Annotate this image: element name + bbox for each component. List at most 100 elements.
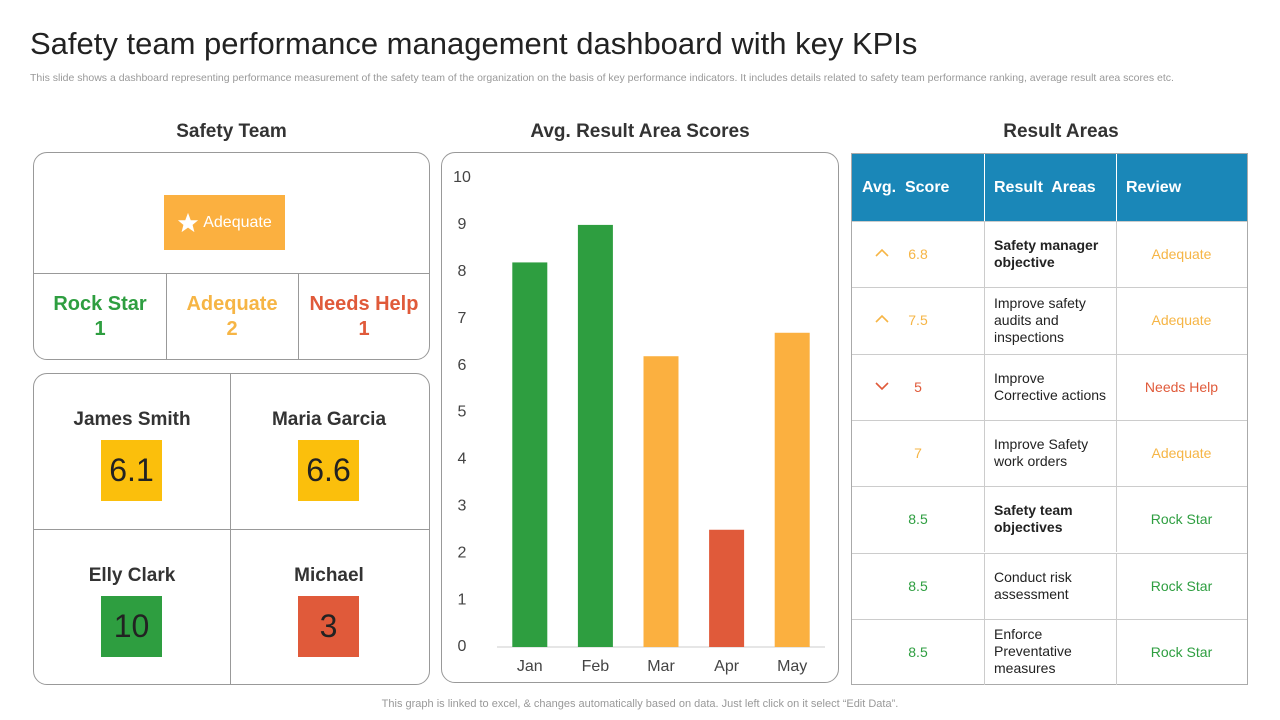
row-divider <box>852 221 1247 222</box>
member-score: 6.1 <box>101 440 162 501</box>
row-divider <box>852 419 1247 421</box>
divider <box>984 486 985 553</box>
result-table: Avg. Score Result Areas Review 6.8 Safety ma… <box>851 153 1248 686</box>
member-name: James Smith <box>73 409 191 430</box>
divider <box>984 618 985 686</box>
divider <box>1116 618 1117 686</box>
column-header: Review <box>1126 178 1182 196</box>
member-score: 6.6 <box>298 440 359 501</box>
bar <box>774 332 810 647</box>
divider <box>1116 419 1117 487</box>
y-tick-label: 2 <box>458 544 467 561</box>
row-divider <box>852 552 1247 554</box>
column-header: Result Areas <box>994 178 1096 196</box>
section-heading: Safety Team <box>176 121 287 142</box>
badge: Adequate <box>164 195 285 250</box>
footer: This graph is linked to excel, & changes… <box>381 698 899 710</box>
y-tick-label: 9 <box>458 216 467 233</box>
divider <box>1116 552 1117 619</box>
divider <box>1116 486 1117 553</box>
score: 5 <box>914 378 922 395</box>
divider <box>984 154 985 221</box>
result-area: Improve safety audits and inspections <box>994 294 1086 345</box>
member-name: Elly Clark <box>88 565 176 586</box>
divider <box>984 552 985 619</box>
x-tick-label: May <box>777 658 807 675</box>
y-tick-label: 0 <box>458 638 467 655</box>
star-icon <box>178 212 199 232</box>
member-score: 3 <box>298 596 359 657</box>
divider <box>1116 154 1117 221</box>
divider <box>1116 221 1117 288</box>
rating-count: 2 <box>226 318 238 340</box>
rating-count: 1 <box>358 318 370 340</box>
badge-text: Adequate <box>203 213 272 231</box>
y-tick-label: 10 <box>453 169 471 186</box>
trend-icon <box>875 382 889 390</box>
y-tick-label: 1 <box>458 591 467 608</box>
result-area: Conduct risk assessment <box>994 568 1072 602</box>
score: 8.5 <box>908 511 928 528</box>
result-area: Safety team objectives <box>994 502 1073 536</box>
rating-label: Needs Help <box>309 293 419 315</box>
divider <box>34 529 429 530</box>
result-area: Improve Corrective actions <box>994 369 1107 403</box>
score: 8.5 <box>908 643 928 660</box>
bar <box>577 224 613 647</box>
row-divider <box>852 353 1247 355</box>
trend-icon <box>875 249 889 257</box>
x-tick-label: Apr <box>714 658 740 675</box>
score: 8.5 <box>908 577 928 594</box>
y-tick-label: 7 <box>458 310 467 327</box>
score: 7.5 <box>908 312 928 329</box>
review: Adequate <box>1151 312 1212 329</box>
y-tick-label: 5 <box>458 404 467 421</box>
y-tick-label: 6 <box>458 357 467 374</box>
divider <box>984 419 985 487</box>
divider <box>1116 353 1117 420</box>
rating-count: 1 <box>94 318 106 340</box>
section-heading: Result Areas <box>1003 121 1119 142</box>
row-divider <box>852 486 1247 488</box>
section-heading: Avg. Result Area Scores <box>530 121 750 142</box>
row-divider <box>852 287 1247 289</box>
team-members: James Smith 6.1 Maria Garcia 6.6 Elly Clark 1… <box>33 373 430 685</box>
divider <box>298 273 299 359</box>
review: Adequate <box>1151 445 1212 462</box>
bar <box>709 529 745 647</box>
divider <box>984 353 985 420</box>
review: Needs Help <box>1144 378 1219 395</box>
divider <box>984 287 985 354</box>
rating-label: Adequate <box>186 293 278 315</box>
member-name: Maria Garcia <box>271 409 387 430</box>
x-tick-label: Jan <box>517 658 543 675</box>
trend-icon <box>875 315 889 324</box>
bar <box>512 262 548 647</box>
team-summary: Adequate Rock Star 1 Adequate 2 Needs Help 1 <box>33 152 430 360</box>
subtitle: This slide shows a dashboard representin… <box>30 72 1174 84</box>
divider <box>984 221 985 288</box>
score: 6.8 <box>908 246 928 263</box>
review: Rock Star <box>1150 511 1213 528</box>
member-score: 10 <box>101 596 162 657</box>
y-tick-label: 3 <box>458 498 467 515</box>
title: Safety team performance management dashb… <box>30 26 918 61</box>
review: Rock Star <box>1150 577 1213 594</box>
column-header: Avg. Score <box>862 178 950 196</box>
chart-panel <box>441 152 839 683</box>
bar <box>643 356 679 647</box>
result-area: Improve Safety work orders <box>994 436 1089 470</box>
row-divider <box>852 618 1247 620</box>
table-header <box>852 154 1247 221</box>
x-tick-label: Mar <box>647 658 675 675</box>
score: 7 <box>914 445 922 462</box>
y-tick-label: 4 <box>458 451 467 468</box>
divider <box>166 273 167 359</box>
divider <box>1116 287 1117 354</box>
member-name: Michael <box>294 565 364 586</box>
result-area: Enforce Preventative measures <box>994 626 1072 677</box>
result-area: Safety manager objective <box>994 237 1099 271</box>
review: Adequate <box>1151 246 1212 263</box>
